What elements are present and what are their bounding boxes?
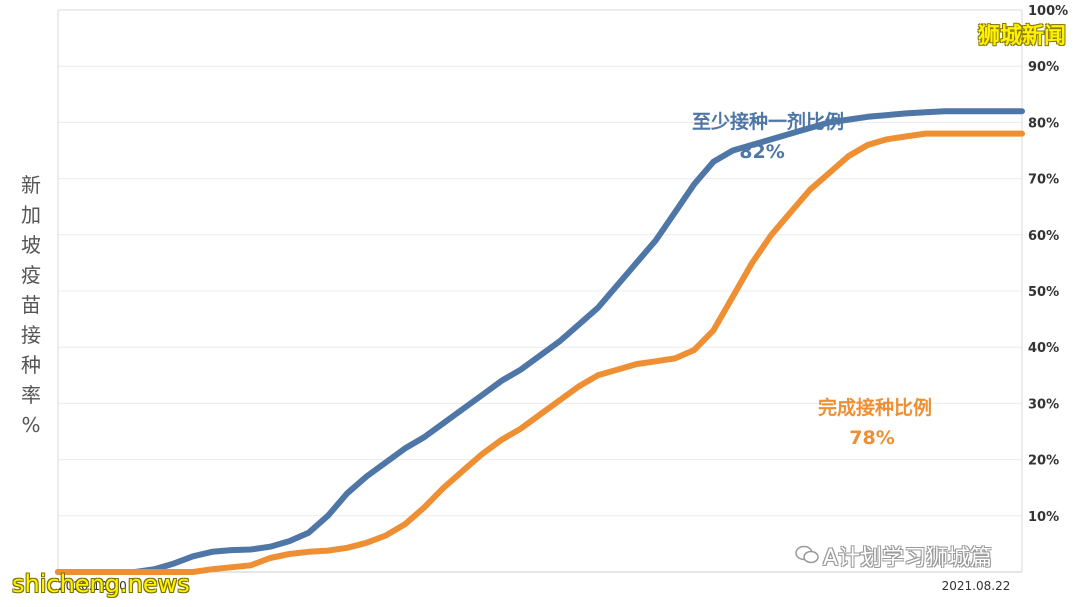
wechat-watermark: A计划学习狮城篇 bbox=[795, 540, 992, 572]
y-tick-label: 80% bbox=[1028, 116, 1059, 131]
y-axis-title-char: 新 bbox=[21, 173, 41, 197]
y-tick-label: 40% bbox=[1028, 341, 1059, 356]
full-annotation-label: 完成接种比例 bbox=[818, 396, 932, 419]
wechat-icon bbox=[795, 545, 819, 571]
y-axis-title-char: 接 bbox=[21, 323, 41, 347]
y-tick-label: 20% bbox=[1028, 454, 1059, 469]
x-tick-start: 2020.12.30 bbox=[58, 579, 127, 593]
series-lines bbox=[55, 108, 1025, 575]
y-tick-label: 50% bbox=[1028, 285, 1059, 300]
x-tick-end: 2021.08.22 bbox=[942, 579, 1011, 593]
y-tick-label: 100% bbox=[1028, 4, 1068, 19]
y-tick-labels: 10% 20% 30% 40% 50% 60% 70% 80% 90% 100% bbox=[1028, 4, 1068, 525]
first-dose-annotation-label: 至少接种一剂比例 bbox=[692, 110, 844, 133]
y-axis-title-char: 坡 bbox=[21, 233, 41, 257]
wechat-watermark-text: A计划学习狮城篇 bbox=[823, 546, 993, 571]
first-dose-annotation-value: 82% bbox=[739, 141, 784, 163]
y-tick-label: 70% bbox=[1028, 173, 1059, 188]
y-axis-title-char: 疫 bbox=[21, 263, 41, 287]
site-watermark: shicheng.news bbox=[12, 570, 190, 598]
series-line-full bbox=[55, 130, 1025, 575]
y-axis-title-char: 苗 bbox=[21, 293, 41, 317]
y-tick-label: 10% bbox=[1028, 510, 1059, 525]
y-tick-label: 60% bbox=[1028, 229, 1059, 244]
y-axis-title-char: 加 bbox=[21, 203, 41, 227]
brand-watermark: 狮城新闻 bbox=[977, 24, 1066, 49]
y-tick-label: 90% bbox=[1028, 60, 1059, 75]
series-line-first-dose bbox=[55, 108, 1025, 575]
y-axis-title-char: 种 bbox=[21, 353, 41, 377]
y-axis-title-char: % bbox=[21, 413, 40, 437]
y-tick-label: 30% bbox=[1028, 397, 1059, 412]
full-annotation-value: 78% bbox=[849, 427, 894, 449]
y-axis-title-char: 率 bbox=[21, 383, 41, 407]
